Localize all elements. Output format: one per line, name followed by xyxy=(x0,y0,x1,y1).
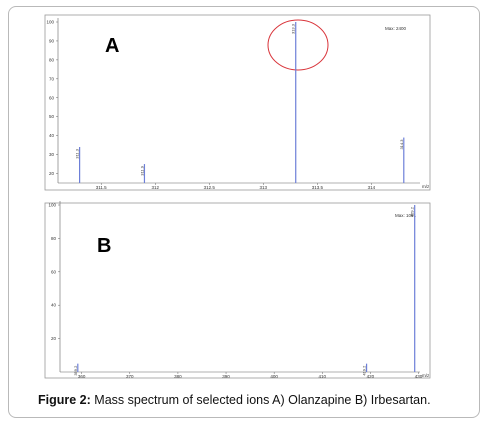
x-tick-label: 312 xyxy=(151,185,159,190)
y-tick-label: 20 xyxy=(49,171,55,176)
x-tick-label: 390 xyxy=(222,374,230,379)
y-tick-label: 80 xyxy=(51,236,57,241)
peak-label: 429.2 xyxy=(410,206,415,217)
y-tick-label: 50 xyxy=(49,114,55,119)
x-tick-label: 380 xyxy=(174,374,182,379)
x-axis-label: m/z xyxy=(422,184,430,189)
x-tick-label: 420 xyxy=(367,374,375,379)
y-tick-label: 100 xyxy=(46,20,54,25)
max-annotation: Max: 2400 xyxy=(385,26,407,31)
y-tick-label: 30 xyxy=(49,152,55,157)
caption-label: Figure 2: xyxy=(38,393,91,407)
caption: Figure 2: Mass spectrum of selected ions… xyxy=(38,393,431,407)
x-tick-label: 312.5 xyxy=(204,185,216,190)
y-tick-label: 40 xyxy=(51,303,57,308)
panel-letter: A xyxy=(105,35,119,57)
panel-letter: B xyxy=(97,235,111,257)
peak-label: 419.2 xyxy=(362,365,367,376)
panel-b-frame xyxy=(44,202,431,379)
x-tick-label: 314 xyxy=(368,185,376,190)
peak-label: 359.2 xyxy=(73,365,78,376)
y-tick-label: 100 xyxy=(48,203,56,208)
x-tick-label: 313 xyxy=(260,185,268,190)
caption-text: Mass spectrum of selected ions A) Olanza… xyxy=(94,393,431,407)
y-tick-label: 40 xyxy=(49,133,55,138)
x-tick-label: 360 xyxy=(78,374,86,379)
x-tick-label: 370 xyxy=(126,374,134,379)
x-tick-label: 313.5 xyxy=(312,185,324,190)
x-tick-label: 400 xyxy=(270,374,278,379)
peak-label: 311.3 xyxy=(75,148,80,158)
max-annotation: Max: 1091 xyxy=(395,213,417,218)
y-tick-label: 60 xyxy=(49,95,55,100)
y-tick-label: 90 xyxy=(49,38,55,43)
panel-a-frame xyxy=(44,14,431,191)
x-tick-label: 430 xyxy=(415,374,423,379)
peak-label: 314.3 xyxy=(399,139,404,150)
figure-frame xyxy=(8,6,480,418)
highlight-ellipse xyxy=(267,19,329,71)
peak-label: 311.9 xyxy=(139,165,144,175)
y-tick-label: 20 xyxy=(51,336,57,341)
y-tick-label: 70 xyxy=(49,76,55,81)
peak-label: 313.3 xyxy=(291,23,296,34)
x-tick-label: 410 xyxy=(319,374,327,379)
x-tick-label: 311.5 xyxy=(96,185,107,190)
x-axis-label: m/z xyxy=(422,373,430,378)
y-tick-label: 60 xyxy=(51,269,57,274)
y-tick-label: 80 xyxy=(49,57,55,62)
